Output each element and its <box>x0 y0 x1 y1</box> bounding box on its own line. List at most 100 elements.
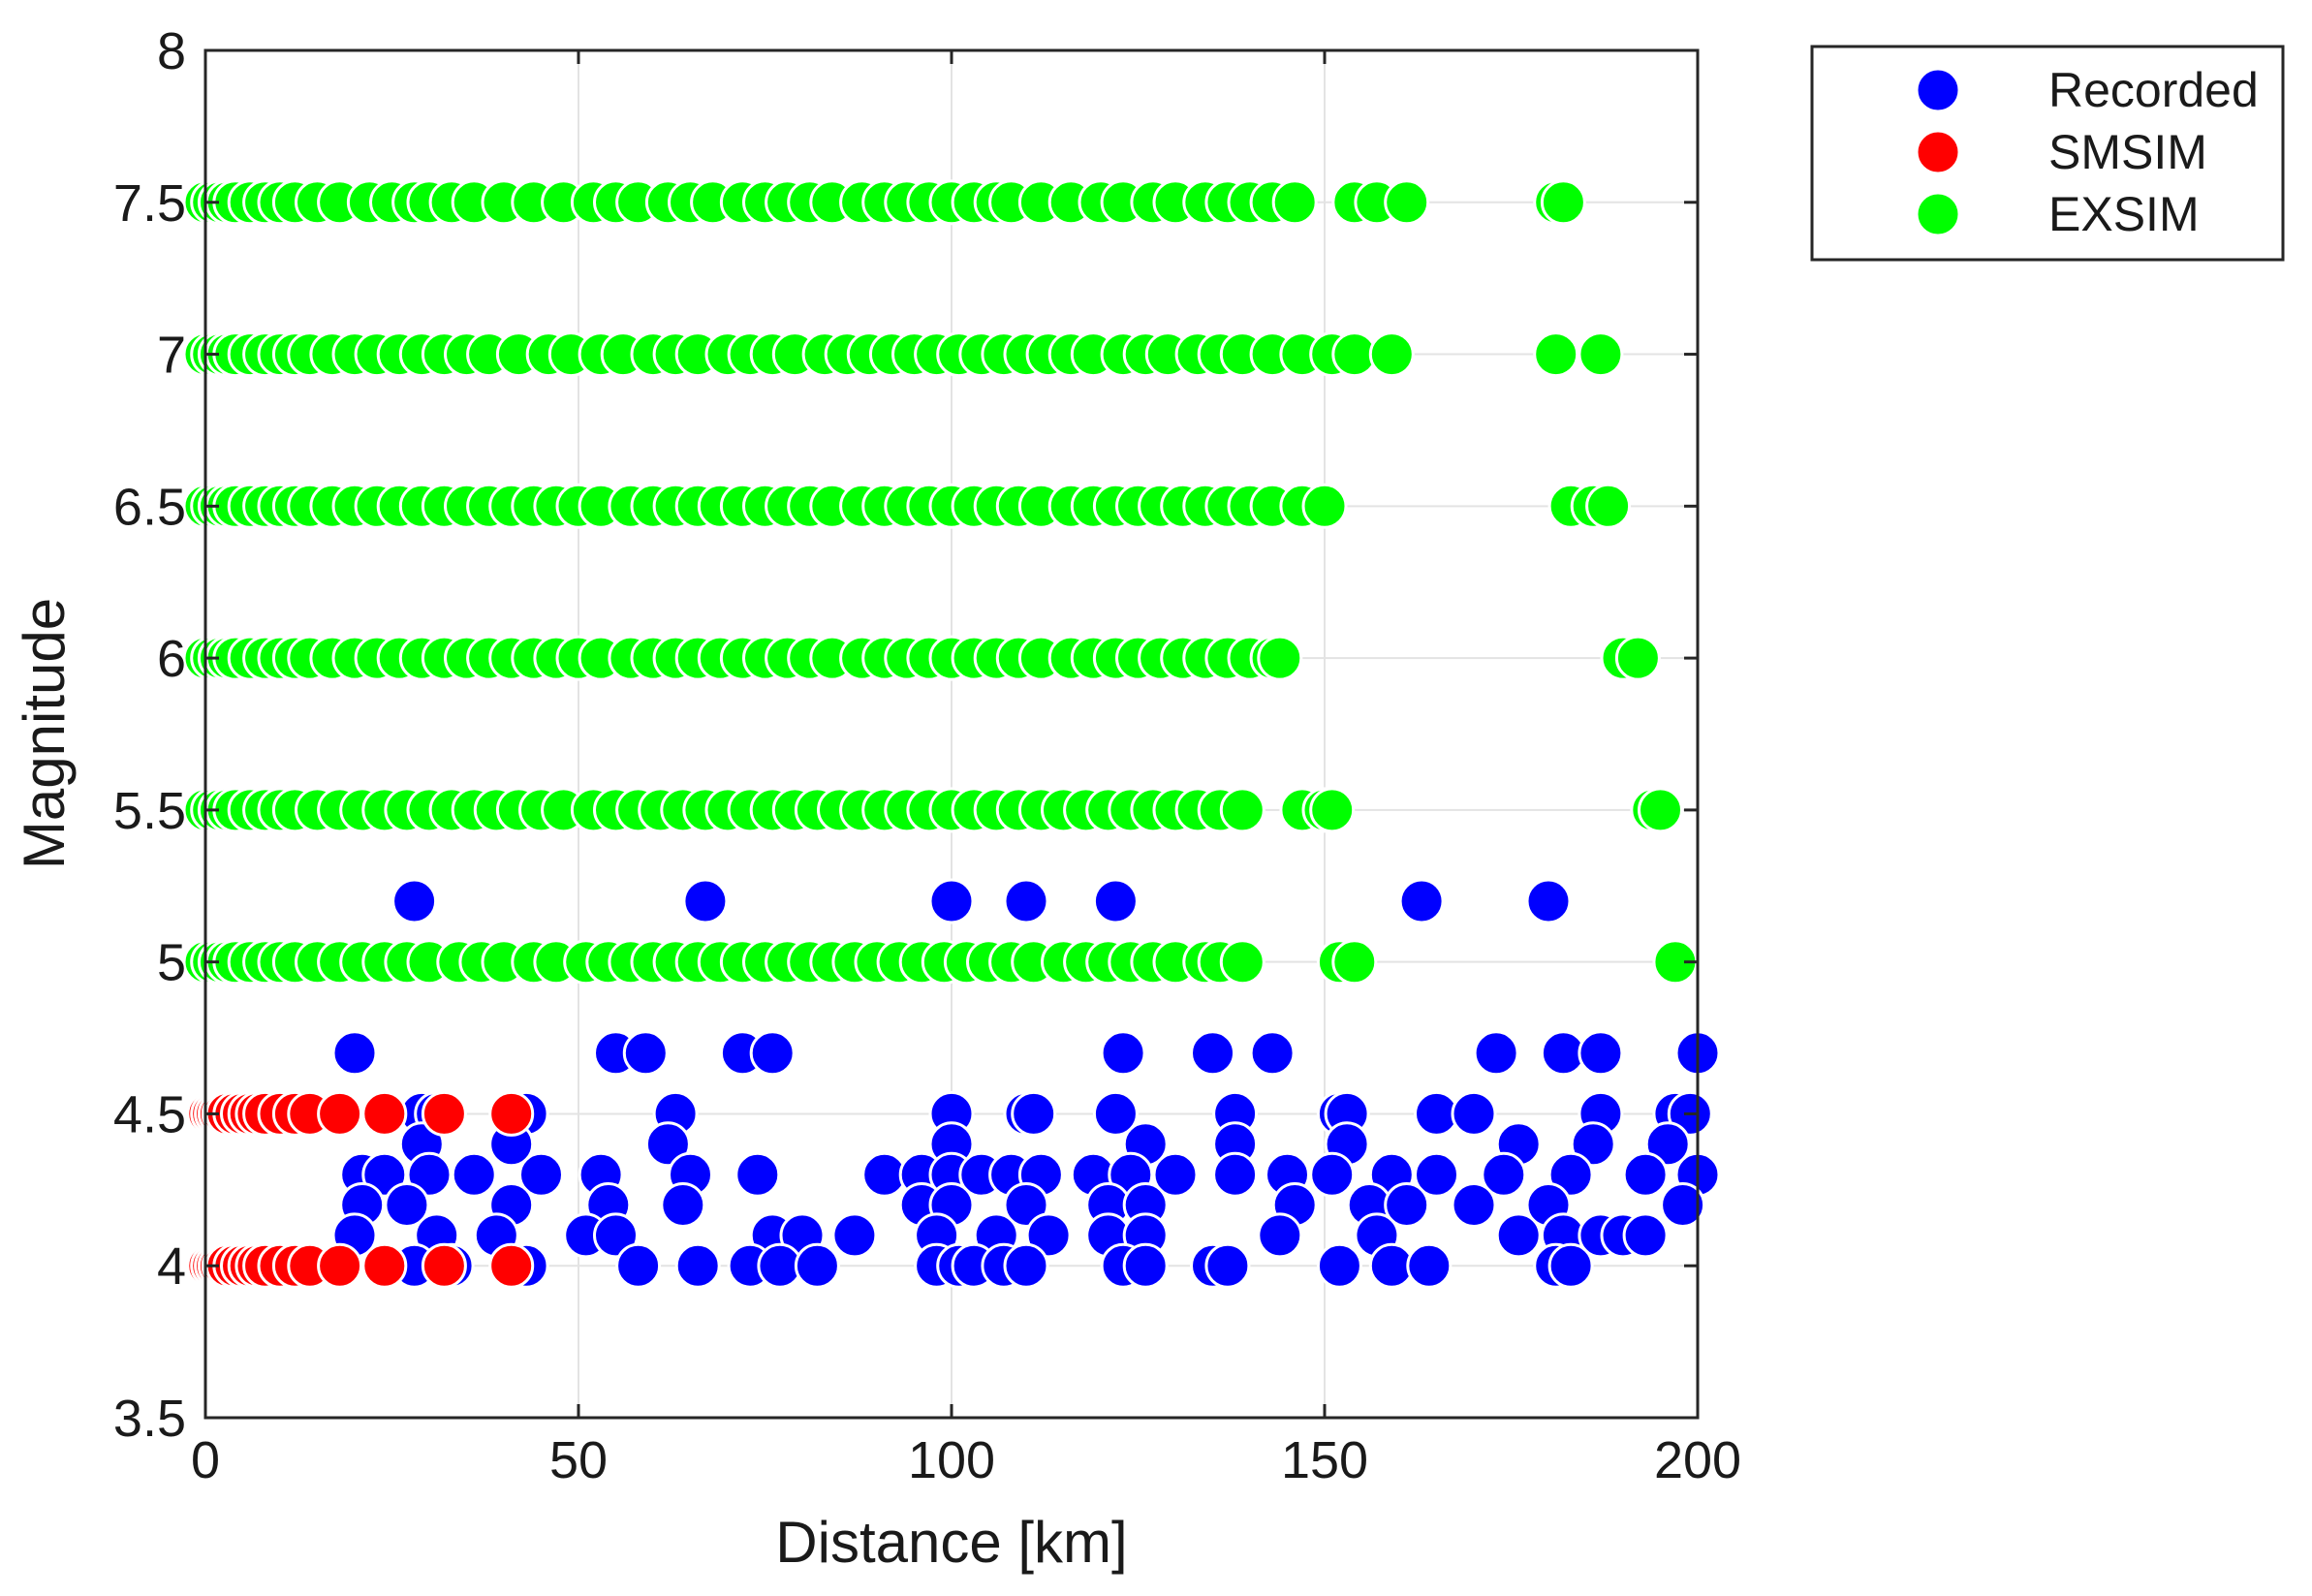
point-recorded <box>1249 1030 1296 1077</box>
point-recorded <box>451 1151 497 1198</box>
x-axis-title: Distance [km] <box>775 1510 1127 1575</box>
point-recorded <box>749 1030 796 1077</box>
y-tick-label: 6.5 <box>113 478 186 536</box>
y-tick-label: 8 <box>157 22 186 80</box>
point-recorded <box>1003 1182 1049 1228</box>
x-tick-label: 0 <box>191 1431 220 1489</box>
plot-points <box>182 179 1721 1289</box>
point-recorded <box>660 1182 706 1228</box>
point-recorded <box>518 1151 564 1198</box>
x-tick-label: 200 <box>1654 1431 1741 1489</box>
point-recorded <box>831 1212 878 1259</box>
legend-marker-smsim <box>1915 129 1961 175</box>
point-recorded <box>734 1151 781 1198</box>
point-recorded <box>682 878 729 924</box>
y-tick-label: 6 <box>157 630 186 688</box>
point-recorded <box>1190 1030 1235 1077</box>
point-recorded <box>361 1151 408 1198</box>
point-exsim <box>1384 179 1430 226</box>
point-recorded <box>1212 1151 1259 1198</box>
point-recorded <box>1092 878 1139 924</box>
point-smsim <box>317 1090 363 1137</box>
point-exsim <box>1257 635 1303 681</box>
point-recorded <box>1644 1121 1691 1168</box>
legend-label-smsim: SMSIM <box>2048 125 2207 179</box>
point-recorded <box>1495 1212 1542 1259</box>
legend-marker-recorded <box>1915 67 1961 113</box>
point-recorded <box>391 878 438 924</box>
legend-box <box>1810 45 2285 262</box>
point-exsim <box>1271 179 1318 226</box>
y-axis-title: Magnitude <box>12 598 77 869</box>
point-recorded <box>1473 1030 1519 1077</box>
point-exsim <box>1301 483 1348 529</box>
y-tick-label: 5.5 <box>113 782 186 840</box>
point-recorded <box>1414 1151 1459 1198</box>
legend-label-recorded: Recorded <box>2048 63 2259 117</box>
point-recorded <box>1525 878 1572 924</box>
point-smsim <box>361 1090 408 1137</box>
point-recorded <box>1003 1242 1049 1289</box>
point-smsim <box>488 1090 535 1137</box>
point-recorded <box>1011 1090 1057 1137</box>
point-recorded <box>1309 1151 1356 1198</box>
point-recorded <box>1660 1182 1706 1228</box>
y-tick-label: 5 <box>157 934 186 992</box>
point-recorded <box>1025 1212 1072 1259</box>
point-smsim <box>421 1090 467 1137</box>
point-recorded <box>593 1212 639 1259</box>
point-exsim <box>1533 331 1579 378</box>
point-recorded <box>384 1182 430 1228</box>
legend: Recorded SMSIM EXSIM <box>1810 45 2285 262</box>
point-exsim <box>1309 787 1356 833</box>
point-smsim <box>488 1242 535 1289</box>
point-exsim <box>1540 179 1586 226</box>
point-recorded <box>1003 878 1049 924</box>
point-recorded <box>406 1151 453 1198</box>
point-recorded <box>1122 1242 1169 1289</box>
point-recorded <box>1451 1182 1497 1228</box>
point-recorded <box>1384 1182 1430 1228</box>
point-recorded <box>644 1121 691 1168</box>
y-axis-ticks: 3.5 4 4.5 5 5.5 6 6.5 7 7.5 8 <box>113 22 1698 1448</box>
point-recorded <box>1092 1090 1139 1137</box>
point-recorded <box>1406 1242 1453 1289</box>
y-tick-label: 7.5 <box>113 174 186 233</box>
y-tick-label: 4.5 <box>113 1085 186 1143</box>
point-smsim <box>317 1242 363 1289</box>
x-tick-label: 100 <box>908 1431 995 1489</box>
point-exsim <box>1578 331 1624 378</box>
point-recorded <box>1316 1242 1362 1289</box>
point-recorded <box>615 1242 662 1289</box>
point-recorded <box>1152 1151 1199 1198</box>
point-recorded <box>1570 1121 1616 1168</box>
x-tick-label: 50 <box>549 1431 608 1489</box>
point-exsim <box>1219 939 1265 986</box>
point-recorded <box>1622 1212 1669 1259</box>
x-axis-ticks: 0 50 100 150 200 <box>191 50 1741 1489</box>
point-recorded <box>622 1030 669 1077</box>
point-exsim <box>1331 939 1378 986</box>
point-recorded <box>1547 1151 1594 1198</box>
point-recorded <box>1451 1090 1497 1137</box>
y-tick-label: 7 <box>157 327 186 385</box>
point-exsim <box>1219 787 1265 833</box>
point-smsim <box>361 1242 408 1289</box>
y-tick-label: 3.5 <box>113 1390 186 1448</box>
point-exsim <box>1368 331 1415 378</box>
y-tick-label: 4 <box>157 1237 186 1296</box>
legend-label-exsim: EXSIM <box>2048 187 2200 241</box>
point-recorded <box>674 1242 721 1289</box>
point-recorded <box>1547 1242 1594 1289</box>
point-recorded <box>794 1242 840 1289</box>
point-recorded <box>1578 1030 1624 1077</box>
point-recorded <box>1100 1030 1146 1077</box>
legend-marker-exsim <box>1915 191 1961 237</box>
point-exsim <box>1614 635 1661 681</box>
point-recorded <box>1204 1242 1251 1289</box>
point-recorded <box>928 878 975 924</box>
point-recorded <box>1622 1151 1669 1198</box>
point-exsim <box>1585 483 1632 529</box>
point-smsim <box>421 1242 467 1289</box>
